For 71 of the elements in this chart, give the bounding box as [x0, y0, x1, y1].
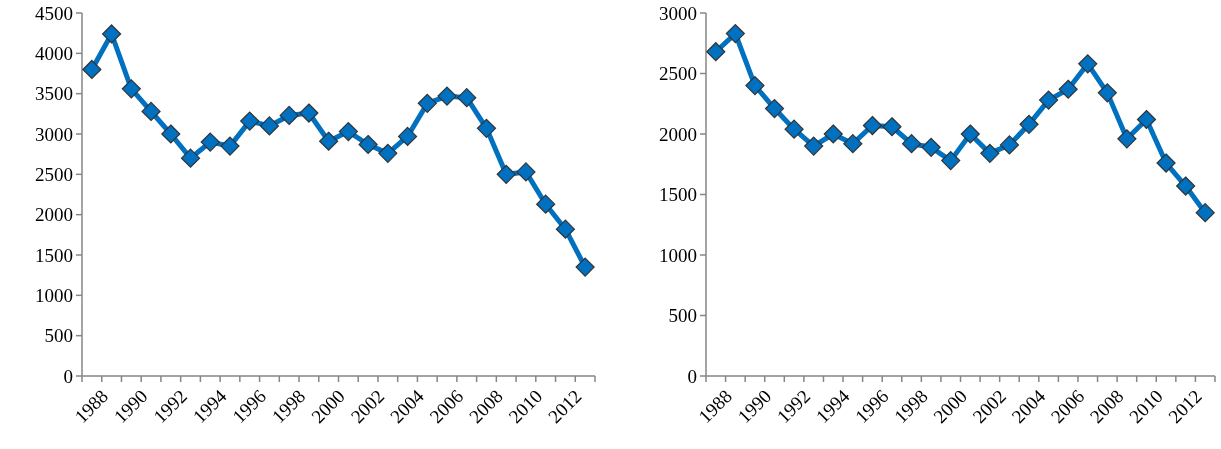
point — [1078, 54, 1098, 74]
point — [536, 194, 556, 214]
point — [299, 103, 319, 123]
point — [1019, 114, 1039, 134]
point — [764, 98, 785, 119]
point — [180, 148, 201, 168]
point — [121, 79, 141, 99]
y-tick-label: 4500 — [35, 2, 73, 24]
y-tick-label: 2000 — [659, 123, 697, 145]
point — [882, 117, 902, 137]
point — [784, 119, 804, 139]
point — [1195, 203, 1215, 223]
y-tick-label: 0 — [687, 365, 697, 387]
point — [745, 76, 765, 96]
point — [980, 143, 1000, 163]
point — [804, 136, 824, 156]
y-tick-label: 500 — [44, 325, 73, 347]
point — [941, 151, 961, 171]
y-tick-label: 4000 — [35, 42, 73, 64]
point — [1039, 90, 1059, 110]
point — [417, 93, 437, 113]
point — [555, 219, 575, 239]
x-tick-label: 1992 — [149, 385, 192, 428]
y-tick-label: 2500 — [659, 63, 697, 85]
point — [102, 24, 122, 44]
y-tick-label: 0 — [63, 365, 73, 387]
point — [960, 124, 980, 144]
point — [378, 143, 398, 163]
point — [457, 88, 477, 108]
point — [141, 101, 161, 122]
point — [240, 111, 260, 131]
y-tick-label: 3000 — [659, 2, 697, 24]
y-tick-label: 500 — [668, 305, 697, 327]
point — [220, 136, 240, 156]
point — [575, 257, 595, 277]
y-tick-label: 2500 — [35, 163, 73, 185]
point — [1097, 83, 1117, 103]
y-tick-label: 3000 — [35, 123, 73, 145]
y-tick-label: 1500 — [659, 184, 697, 206]
point — [725, 23, 745, 44]
y-tick-label: 1500 — [35, 244, 73, 266]
point — [397, 126, 418, 147]
point — [823, 124, 843, 144]
point — [1136, 109, 1157, 130]
point — [862, 115, 882, 136]
y-tick-label: 1000 — [35, 284, 73, 306]
point — [706, 42, 726, 62]
point — [476, 118, 497, 138]
point — [358, 134, 378, 155]
y-tick-label: 1000 — [659, 244, 697, 266]
point — [259, 116, 280, 136]
point — [999, 135, 1020, 155]
point — [200, 132, 220, 152]
y-tick-label: 3500 — [35, 83, 73, 105]
y-tick-label: 2000 — [35, 204, 73, 226]
point — [1058, 79, 1078, 99]
point — [901, 134, 922, 154]
point — [516, 162, 536, 182]
x-tick-label: 1990 — [109, 385, 152, 428]
point — [319, 131, 339, 151]
point — [161, 124, 181, 144]
point — [82, 59, 102, 80]
point — [1176, 176, 1196, 196]
point — [1156, 153, 1176, 173]
point — [496, 164, 516, 184]
point — [437, 86, 457, 106]
point — [843, 134, 863, 154]
point — [338, 121, 358, 142]
point — [921, 137, 941, 157]
point — [279, 105, 299, 126]
point — [1117, 129, 1137, 149]
